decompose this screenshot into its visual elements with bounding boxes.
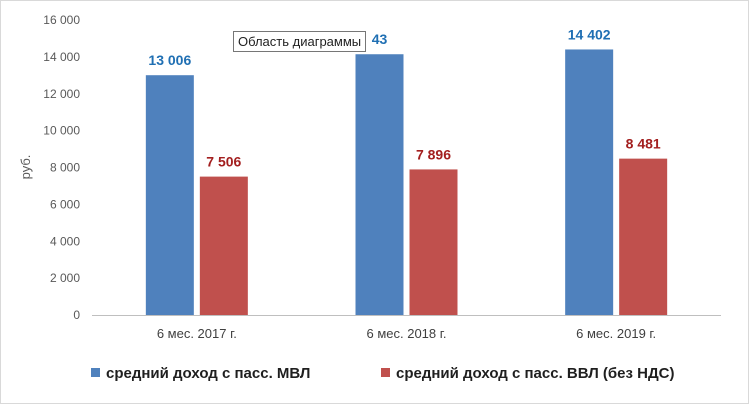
bar-series-1[interactable] xyxy=(355,54,404,316)
legend-label: средний доход с пасс. МВЛ xyxy=(106,365,310,382)
y-tick-label: 0 xyxy=(73,308,80,322)
data-label: 13 006 xyxy=(148,52,191,68)
bar-series-2[interactable] xyxy=(409,169,458,315)
data-label: 7 506 xyxy=(206,154,241,170)
x-tick-label: 6 мес. 2017 г. xyxy=(157,326,237,341)
y-tick-label: 6 000 xyxy=(50,197,80,211)
y-tick-label: 2 000 xyxy=(50,271,80,285)
y-axis-title: руб. xyxy=(18,155,33,180)
data-label: 8 481 xyxy=(626,136,661,152)
data-label: 43 xyxy=(372,31,388,47)
x-tick-label: 6 мес. 2019 г. xyxy=(576,326,656,341)
y-tick-label: 8 000 xyxy=(50,161,80,175)
data-label: 14 402 xyxy=(568,26,611,42)
bar-series-1[interactable] xyxy=(145,75,194,315)
y-tick-label: 12 000 xyxy=(43,87,80,101)
y-tick-label: 4 000 xyxy=(50,234,80,248)
x-tick-label: 6 мес. 2018 г. xyxy=(366,326,446,341)
legend-swatch xyxy=(381,368,390,377)
legend-swatch xyxy=(91,368,100,377)
chart-area-tooltip: Область диаграммы xyxy=(233,31,367,52)
bar-series-2[interactable] xyxy=(619,158,668,315)
data-label: 7 896 xyxy=(416,146,451,162)
legend-label: средний доход с пасс. ВВЛ (без НДС) xyxy=(396,365,674,382)
y-tick-label: 10 000 xyxy=(43,124,80,138)
bar-series-1[interactable] xyxy=(565,49,614,315)
y-tick-label: 14 000 xyxy=(43,50,80,64)
bar-series-2[interactable] xyxy=(199,176,248,315)
y-tick-label: 16 000 xyxy=(43,13,80,27)
